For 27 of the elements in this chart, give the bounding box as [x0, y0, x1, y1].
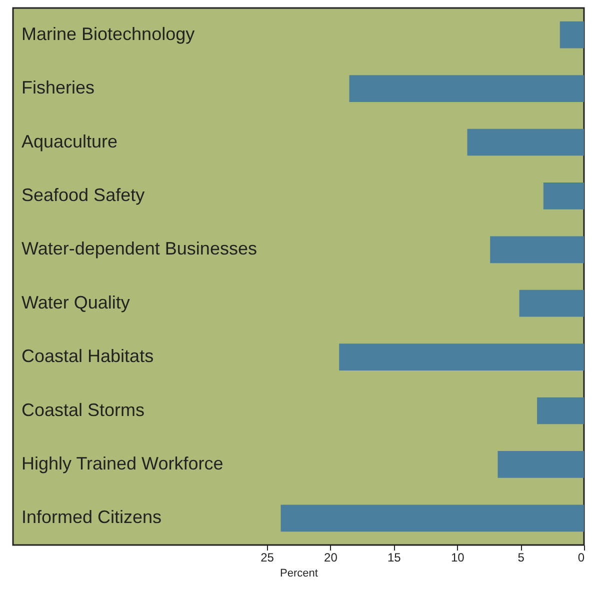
x-axis-title: Percent	[280, 568, 318, 580]
y-tick-label: Aquaculture	[22, 131, 118, 152]
bar	[339, 344, 584, 370]
bar	[537, 397, 584, 424]
y-tick-label: Fisheries	[22, 78, 95, 98]
y-tick-label: Informed Citizens	[22, 507, 162, 528]
y-tick-label: Marine Biotechnology	[22, 24, 195, 44]
bar	[280, 504, 584, 532]
y-tick-label: Coastal Habitats	[22, 346, 154, 366]
y-tick-label: Water Quality	[22, 292, 130, 312]
bar	[467, 128, 584, 156]
bar	[560, 21, 584, 48]
bar	[349, 75, 584, 102]
y-tick-label: Coastal Storms	[22, 400, 145, 420]
x-tick-label: 15	[387, 550, 402, 564]
bar	[543, 182, 584, 210]
x-tick-label: 0	[578, 550, 585, 564]
y-tick-label: Highly Trained Workforce	[22, 453, 224, 474]
y-tick-label: Seafood Safety	[22, 184, 145, 205]
x-tick-label: 25	[260, 550, 274, 564]
y-tick-label: Water-dependent Businesses	[22, 238, 257, 259]
bar	[519, 290, 584, 317]
x-tick-label: 5	[518, 550, 525, 564]
x-tick-label: 20	[324, 550, 338, 564]
bar	[490, 236, 584, 264]
bar	[498, 451, 584, 478]
x-tick-label: 10	[450, 550, 465, 564]
